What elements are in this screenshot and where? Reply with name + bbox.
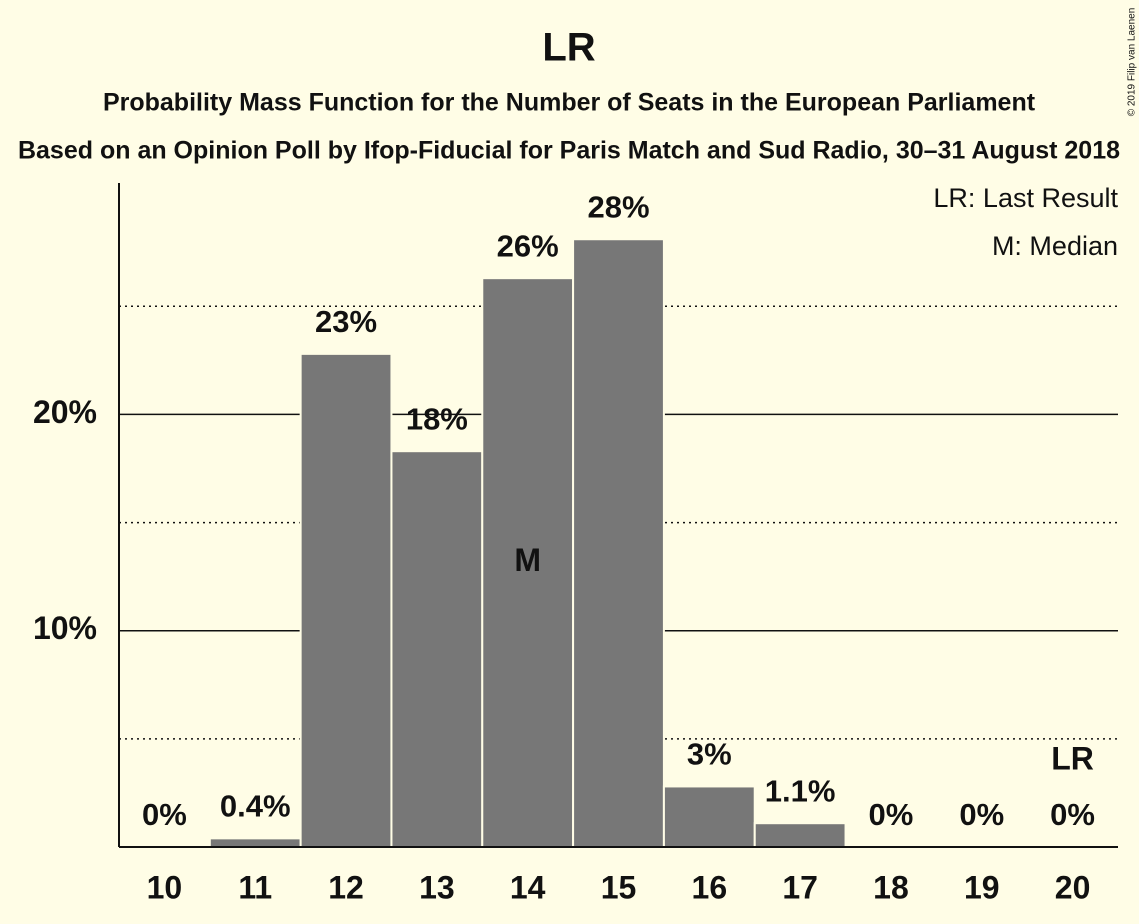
value-label: 18% — [406, 401, 468, 436]
legend-text: M: Median — [992, 231, 1118, 261]
value-label: 0% — [959, 797, 1004, 832]
value-label: 23% — [315, 304, 377, 339]
y-tick-label: 20% — [33, 394, 97, 430]
bar — [390, 450, 484, 848]
x-tick-label: 12 — [328, 869, 364, 905]
x-tick-label: 20 — [1055, 869, 1091, 905]
value-label: 28% — [587, 189, 649, 224]
x-tick-label: 15 — [601, 869, 637, 905]
x-tick-label: 18 — [873, 869, 909, 905]
x-tick-label: 17 — [782, 869, 818, 905]
value-label: 0% — [869, 797, 914, 832]
legend-text: LR: Last Result — [933, 183, 1118, 213]
bar — [208, 837, 302, 848]
value-label: 3% — [687, 737, 732, 772]
x-tick-label: 13 — [419, 869, 455, 905]
x-tick-label: 14 — [510, 869, 546, 905]
bar — [299, 352, 393, 848]
x-tick-label: 16 — [692, 869, 728, 905]
y-tick-label: 10% — [33, 610, 97, 646]
bar — [753, 822, 847, 849]
value-label: 26% — [497, 228, 559, 263]
x-tick-label: 19 — [964, 869, 1000, 905]
chart-subtitle: Based on an Opinion Poll by Ifop-Fiducia… — [18, 137, 1120, 165]
chart-title: LR — [542, 26, 595, 70]
value-label: 0% — [1050, 797, 1095, 832]
annotation: M — [514, 542, 541, 578]
annotation: LR — [1051, 740, 1094, 776]
x-tick-label: 10 — [147, 869, 183, 905]
bar — [572, 238, 665, 848]
x-tick-label: 11 — [238, 869, 272, 905]
value-label: 1.1% — [765, 773, 836, 808]
copyright: © 2019 Filip van Laenen — [1127, 8, 1138, 117]
bar — [662, 785, 756, 849]
chart-subtitle: Probability Mass Function for the Number… — [103, 89, 1036, 117]
value-label: 0% — [142, 797, 187, 832]
value-label: 0.4% — [220, 789, 291, 824]
